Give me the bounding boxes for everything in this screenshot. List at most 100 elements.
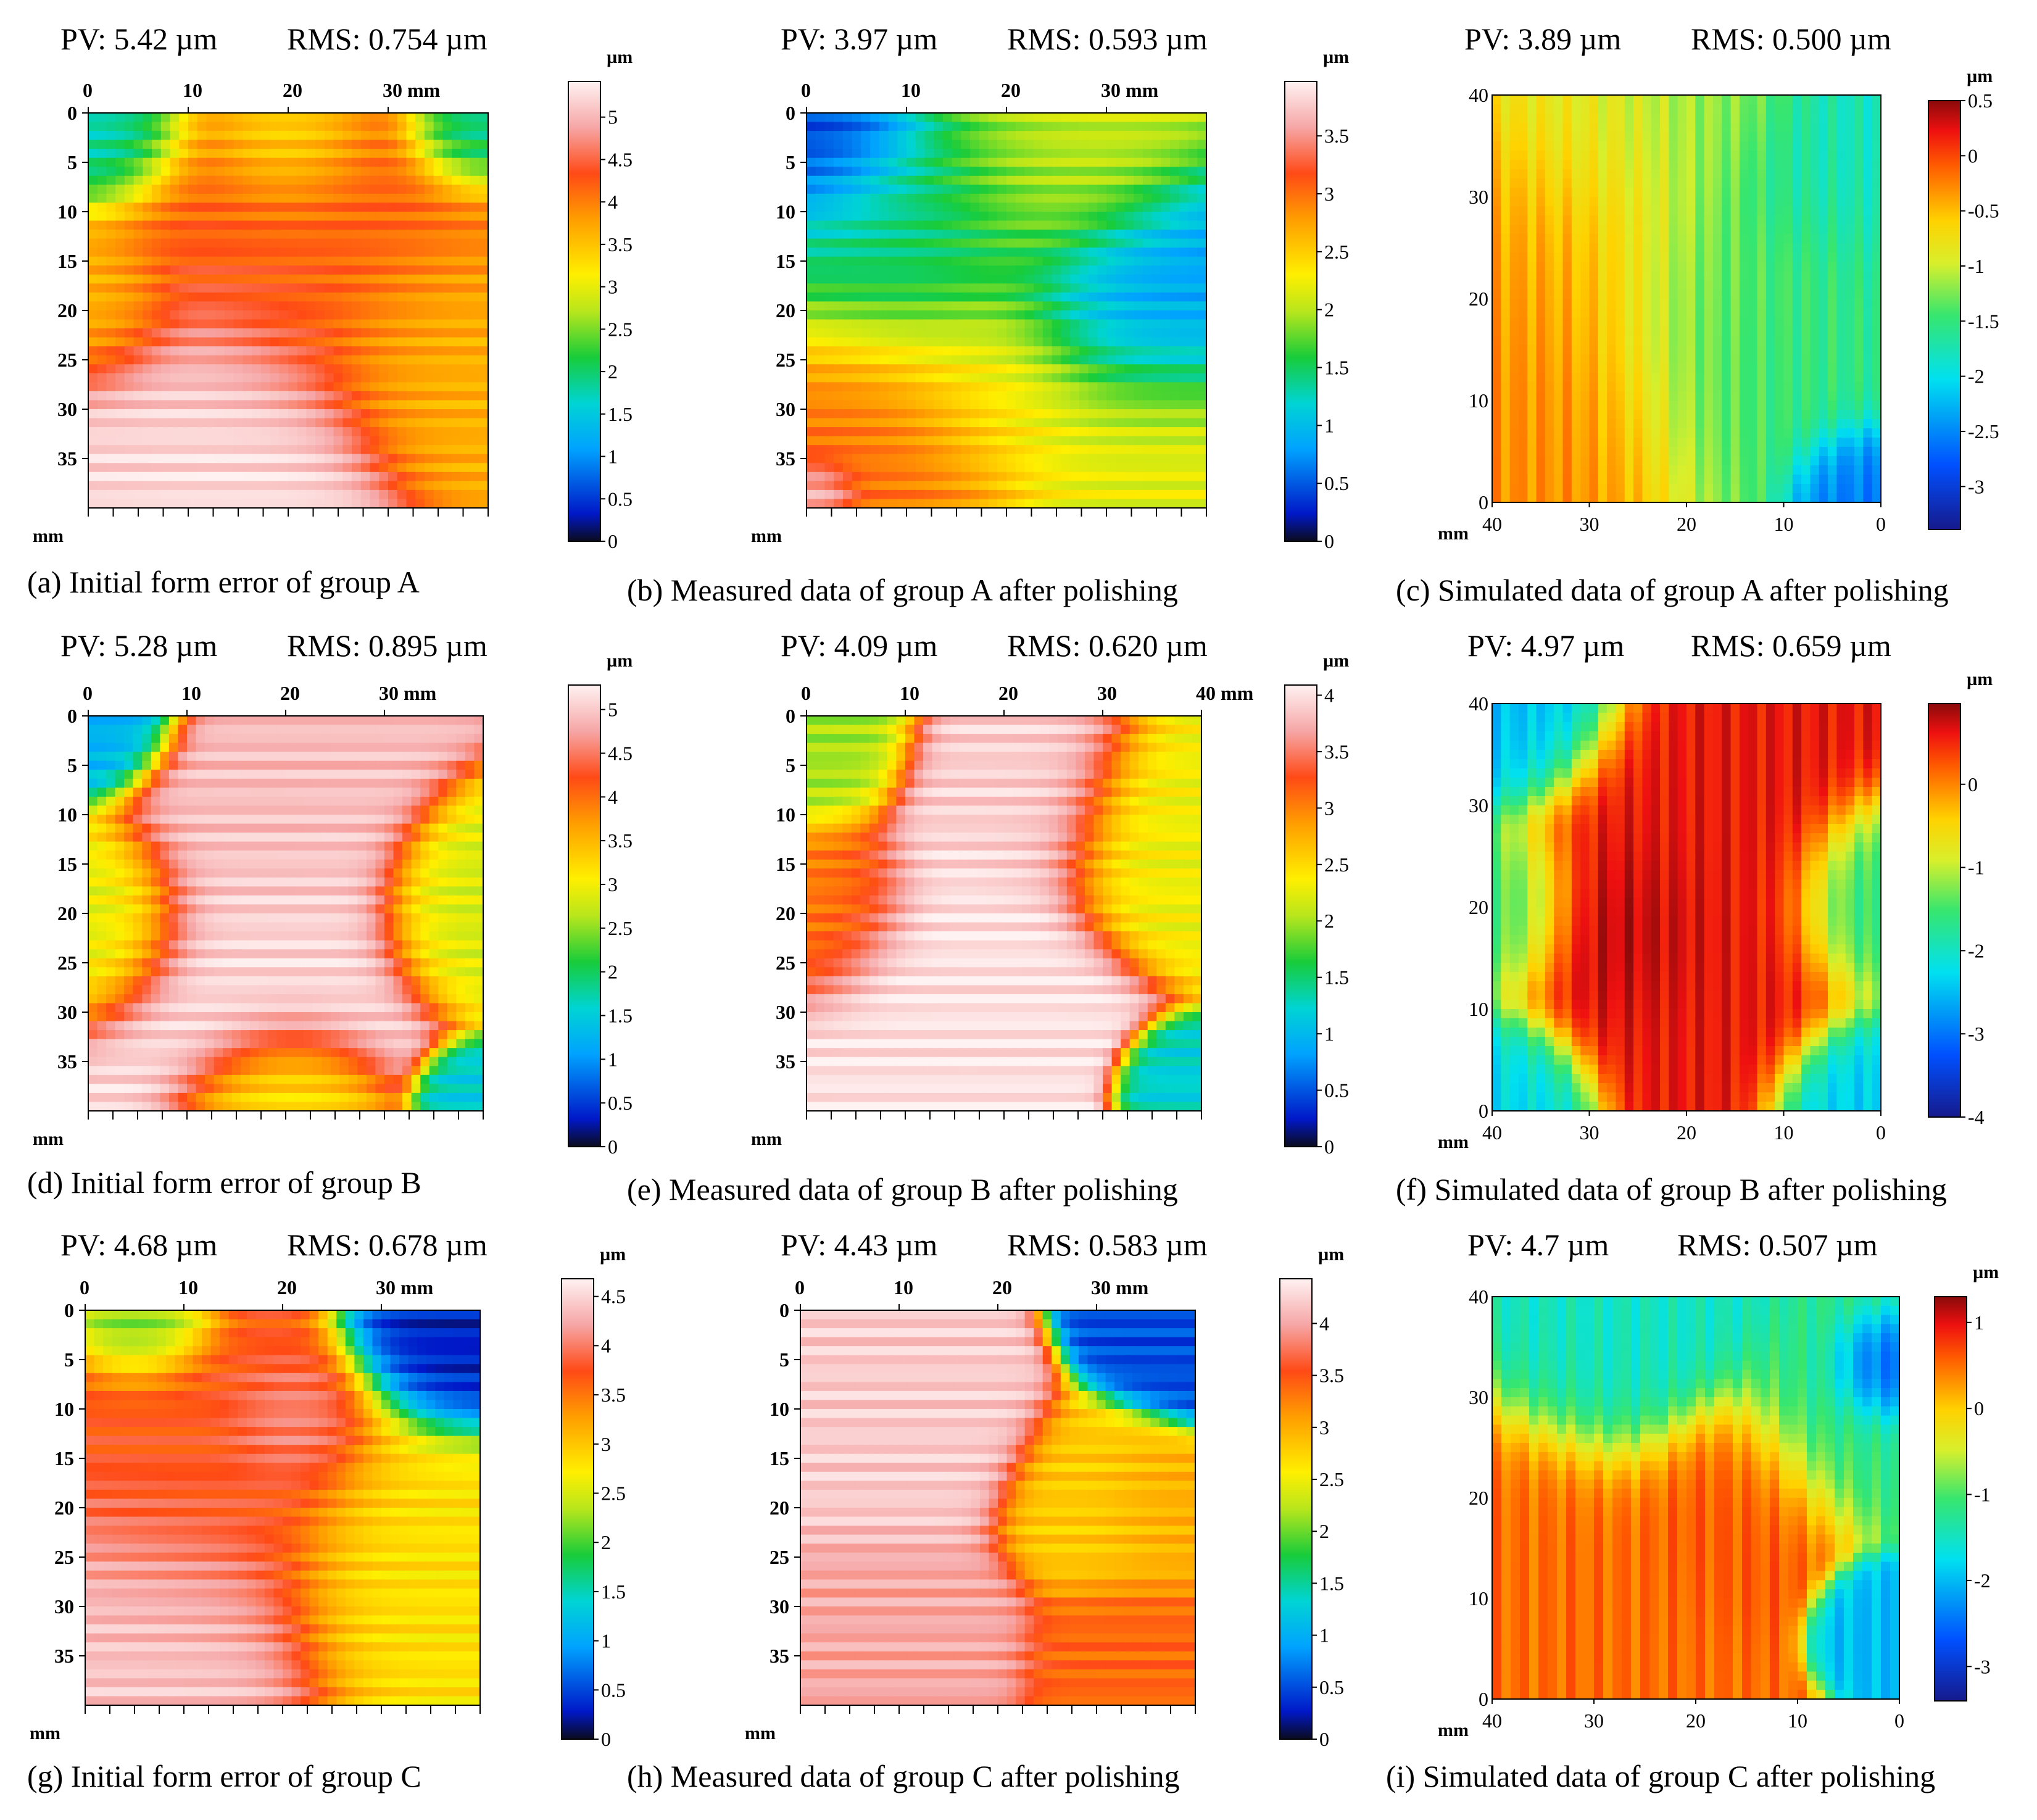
heatmap-cell	[1052, 391, 1061, 401]
heatmap-cell	[170, 481, 180, 491]
heatmap-cell	[961, 139, 971, 149]
heatmap-cell	[424, 202, 434, 212]
heatmap-cell	[1052, 373, 1061, 383]
heatmap-cell	[479, 310, 489, 320]
heatmap-cell	[1712, 188, 1722, 197]
heatmap-cell	[1598, 178, 1608, 188]
heatmap-cell	[1527, 141, 1537, 151]
heatmap-cell	[170, 418, 180, 428]
heatmap-cell	[1607, 188, 1617, 197]
heatmap-cell	[306, 122, 316, 131]
heatmap-cell	[460, 373, 471, 383]
heatmap-cell	[924, 463, 934, 473]
heatmap-cell	[397, 436, 407, 446]
heatmap-cell	[243, 212, 252, 222]
heatmap-cell	[888, 139, 898, 149]
heatmap-cell	[1161, 409, 1171, 419]
heatmap-cell	[897, 355, 907, 365]
heatmap-cell	[1722, 206, 1732, 216]
heatmap-cell	[152, 193, 162, 204]
heatmap-cell	[215, 220, 225, 230]
heatmap-cell	[1536, 197, 1546, 207]
heatmap-cell	[243, 122, 252, 131]
heatmap-cell	[379, 113, 389, 123]
heatmap-cell	[934, 489, 944, 500]
heatmap-cell	[824, 265, 834, 275]
heatmap-cell	[906, 364, 916, 374]
heatmap-cell	[1616, 289, 1625, 299]
heatmap-cell	[842, 256, 853, 266]
heatmap-cell	[415, 382, 425, 392]
heatmap-cell	[324, 167, 334, 177]
heatmap-cell	[1034, 238, 1043, 248]
heatmap-cell	[1170, 463, 1180, 473]
heatmap-cell	[824, 445, 834, 455]
heatmap-cell	[1536, 252, 1546, 262]
heatmap-cell	[1589, 132, 1599, 142]
heatmap-cell	[188, 139, 198, 149]
heatmap-cell	[1124, 319, 1134, 329]
heatmap-cell	[324, 489, 334, 500]
heatmap-cell	[1024, 436, 1034, 446]
heatmap-cell	[897, 382, 907, 392]
heatmap-cell	[406, 328, 416, 338]
heatmap-cell	[106, 157, 116, 167]
heatmap-cell	[1518, 252, 1528, 262]
heatmap-cell	[1518, 271, 1528, 281]
heatmap-cell	[1624, 169, 1634, 179]
heatmap-cell	[470, 238, 479, 248]
heatmap-cell	[997, 175, 1007, 185]
heatmap-cell	[1492, 215, 1501, 225]
heatmap-cell	[460, 157, 471, 167]
heatmap-cell	[1554, 243, 1564, 253]
heatmap-cell	[1052, 427, 1061, 437]
heatmap-cell	[315, 265, 325, 275]
heatmap-cell	[170, 499, 180, 509]
heatmap-cell	[1854, 151, 1864, 160]
heatmap-cell	[1695, 243, 1705, 253]
heatmap-cell	[1845, 104, 1855, 114]
heatmap-cell	[824, 193, 834, 204]
heatmap-cell	[1170, 238, 1180, 248]
heatmap-cell	[342, 122, 352, 131]
heatmap-cell	[1580, 188, 1590, 197]
heatmap-cell	[888, 292, 898, 302]
heatmap-cell	[106, 436, 116, 446]
heatmap-cell	[1757, 243, 1767, 253]
heatmap-cell	[406, 427, 416, 437]
heatmap-cell	[1554, 123, 1564, 133]
heatmap-cell	[279, 427, 289, 437]
heatmap-cell	[1669, 188, 1678, 197]
heatmap-cell	[915, 391, 926, 401]
heatmap-cell	[333, 212, 343, 222]
heatmap-cell	[215, 256, 225, 266]
heatmap-cell	[1571, 215, 1581, 225]
heatmap-cell	[206, 292, 216, 302]
heatmap-cell	[1115, 247, 1126, 257]
heatmap-cell	[88, 346, 98, 356]
heatmap-cell	[460, 499, 471, 509]
heatmap-cell	[470, 113, 479, 123]
heatmap-cell	[352, 220, 362, 230]
heatmap-cell	[897, 167, 907, 177]
heatmap-cell	[360, 472, 371, 481]
heatmap-cell	[1006, 418, 1016, 428]
heatmap-cell	[315, 319, 325, 329]
heatmap-b	[807, 113, 1207, 509]
heatmap-cell	[1015, 220, 1026, 230]
heatmap-cell	[279, 391, 289, 401]
heatmap-cell	[1589, 95, 1599, 105]
heatmap-cell	[433, 167, 443, 177]
heatmap-cell	[115, 445, 125, 455]
heatmap-cell	[388, 355, 398, 365]
heatmap-cell	[170, 274, 180, 284]
heatmap-cell	[324, 149, 334, 159]
heatmap-cell	[1686, 114, 1696, 123]
heatmap-cell	[1580, 299, 1590, 309]
heatmap-cell	[152, 463, 162, 473]
heatmap-cell	[88, 409, 98, 419]
heatmap-cell	[934, 139, 944, 149]
heatmap-cell	[834, 256, 844, 266]
heatmap-cell	[1134, 499, 1143, 509]
heatmap-cell	[1589, 151, 1599, 160]
